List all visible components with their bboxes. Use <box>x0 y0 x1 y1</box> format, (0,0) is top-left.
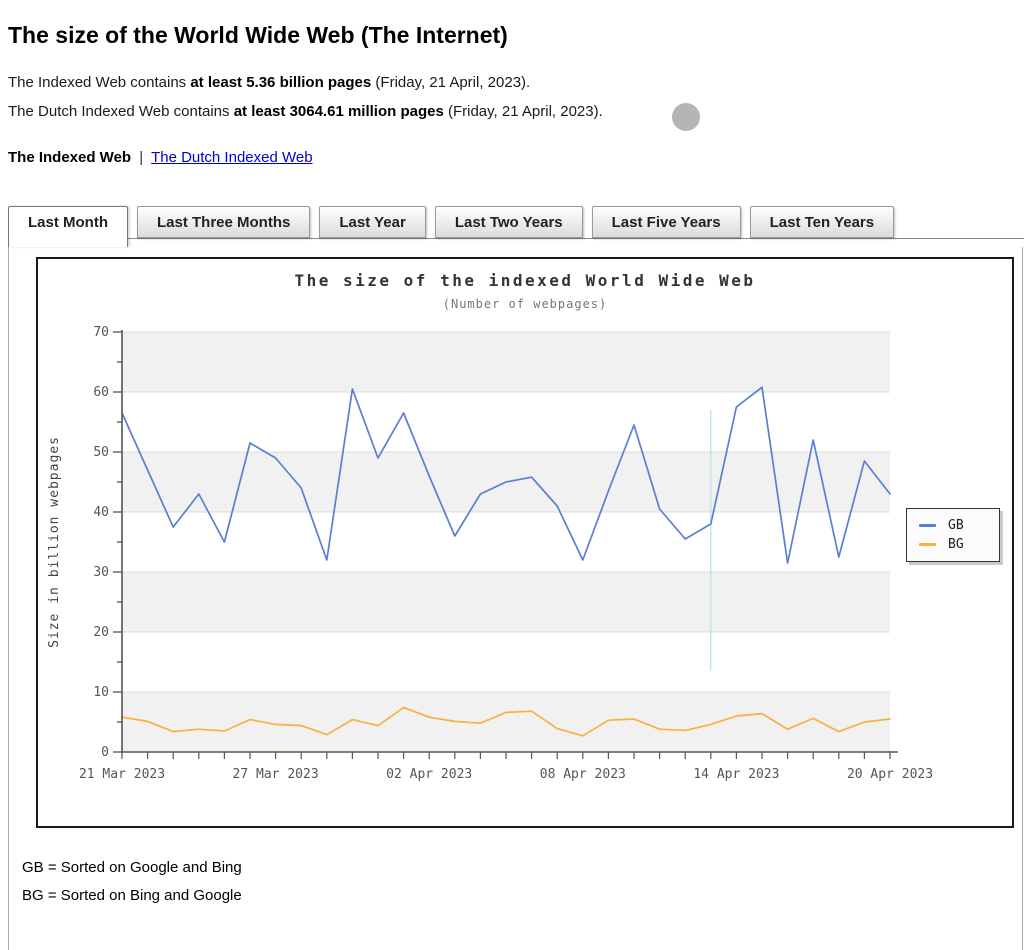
bg-line-swatch <box>919 543 936 546</box>
svg-text:10: 10 <box>93 685 109 700</box>
plot-bands <box>122 332 890 752</box>
tab-panel: The size of the indexed World Wide Web (… <box>8 247 1023 950</box>
svg-text:20 Apr 2023: 20 Apr 2023 <box>847 767 933 782</box>
legend-item-gb: GB <box>919 516 999 535</box>
legend-item-bg: BG <box>919 535 999 554</box>
chart-legend: GB BG <box>906 508 1000 562</box>
tab-last-ten-years[interactable]: Last Ten Years <box>749 206 895 238</box>
svg-text:30: 30 <box>93 565 109 580</box>
tab-last-month[interactable]: Last Month <box>8 206 128 247</box>
svg-text:08 Apr 2023: 08 Apr 2023 <box>540 767 626 782</box>
legend-label-gb: GB <box>948 518 964 533</box>
svg-text:40: 40 <box>93 505 109 520</box>
gray-dot-artifact <box>672 103 700 131</box>
gb-line-swatch <box>919 524 936 527</box>
line1-bold: at least 5.36 billion pages <box>190 74 372 91</box>
indexed-web-line: The Indexed Web contains at least 5.36 b… <box>8 73 1024 92</box>
plot-axis-labels: 0 10 20 30 40 50 60 70 21 Mar 2023 27 Mar 2023 02 … <box>79 325 933 782</box>
plot-series-lines <box>121 386 891 737</box>
svg-text:50: 50 <box>93 445 109 460</box>
gb-definition: GB = Sorted on Google and Bing <box>22 859 242 876</box>
intro-text: The Indexed Web contains at least 5.36 b… <box>8 73 1024 121</box>
line1-pre: The Indexed Web contains <box>8 74 191 91</box>
legend-label-bg: BG <box>948 537 964 552</box>
svg-text:60: 60 <box>93 385 109 400</box>
line2-post: (Friday, 21 April, 2023). <box>443 103 603 120</box>
dutch-indexed-web-line: The Dutch Indexed Web contains at least … <box>8 102 1024 121</box>
tab-last-three-months[interactable]: Last Three Months <box>137 206 311 238</box>
plot-gridlines <box>122 331 890 693</box>
tab-bar-baseline <box>8 238 1024 239</box>
tab-list: Last Month Last Three Months Last Year L… <box>8 206 1024 247</box>
svg-text:02 Apr 2023: 02 Apr 2023 <box>386 767 472 782</box>
svg-text:20: 20 <box>93 625 109 640</box>
tab-last-year[interactable]: Last Year <box>319 206 426 238</box>
nav-current-indexed-web: The Indexed Web <box>8 149 132 166</box>
svg-text:21 Mar 2023: 21 Mar 2023 <box>79 767 165 782</box>
svg-text:14 Apr 2023: 14 Apr 2023 <box>693 767 779 782</box>
chart: The size of the indexed World Wide Web (… <box>36 257 1014 828</box>
legend-definitions: GB = Sorted on Google and Bing BG = Sort… <box>22 854 1022 910</box>
svg-text:27 Mar 2023: 27 Mar 2023 <box>233 767 319 782</box>
breadcrumb: The Indexed Web | The Dutch Indexed Web <box>8 149 1024 166</box>
svg-text:70: 70 <box>93 325 109 340</box>
line-plot: 0 10 20 30 40 50 60 70 21 Mar 2023 27 Mar 2023 02 … <box>47 325 933 782</box>
line1-post: (Friday, 21 April, 2023). <box>371 74 531 91</box>
svg-text:0: 0 <box>101 745 109 760</box>
chart-title: The size of the indexed World Wide Web <box>294 271 756 290</box>
line2-pre: The Dutch Indexed Web contains <box>8 103 234 120</box>
line2-bold: at least 3064.61 million pages <box>233 103 444 120</box>
nav-separator: | <box>139 149 144 166</box>
y-axis-title: Size in billion webpages <box>47 436 62 648</box>
tab-last-five-years[interactable]: Last Five Years <box>591 206 741 238</box>
plot-axes <box>113 330 898 759</box>
bg-definition: BG = Sorted on Bing and Google <box>22 887 242 904</box>
tab-last-two-years[interactable]: Last Two Years <box>434 206 583 238</box>
page-title: The size of the World Wide Web (The Inte… <box>8 22 508 48</box>
nav-link-dutch-indexed-web[interactable]: The Dutch Indexed Web <box>151 149 313 166</box>
chart-subtitle: (Number of webpages) <box>442 297 608 311</box>
tab-bar: Last Month Last Three Months Last Year L… <box>8 206 1024 247</box>
